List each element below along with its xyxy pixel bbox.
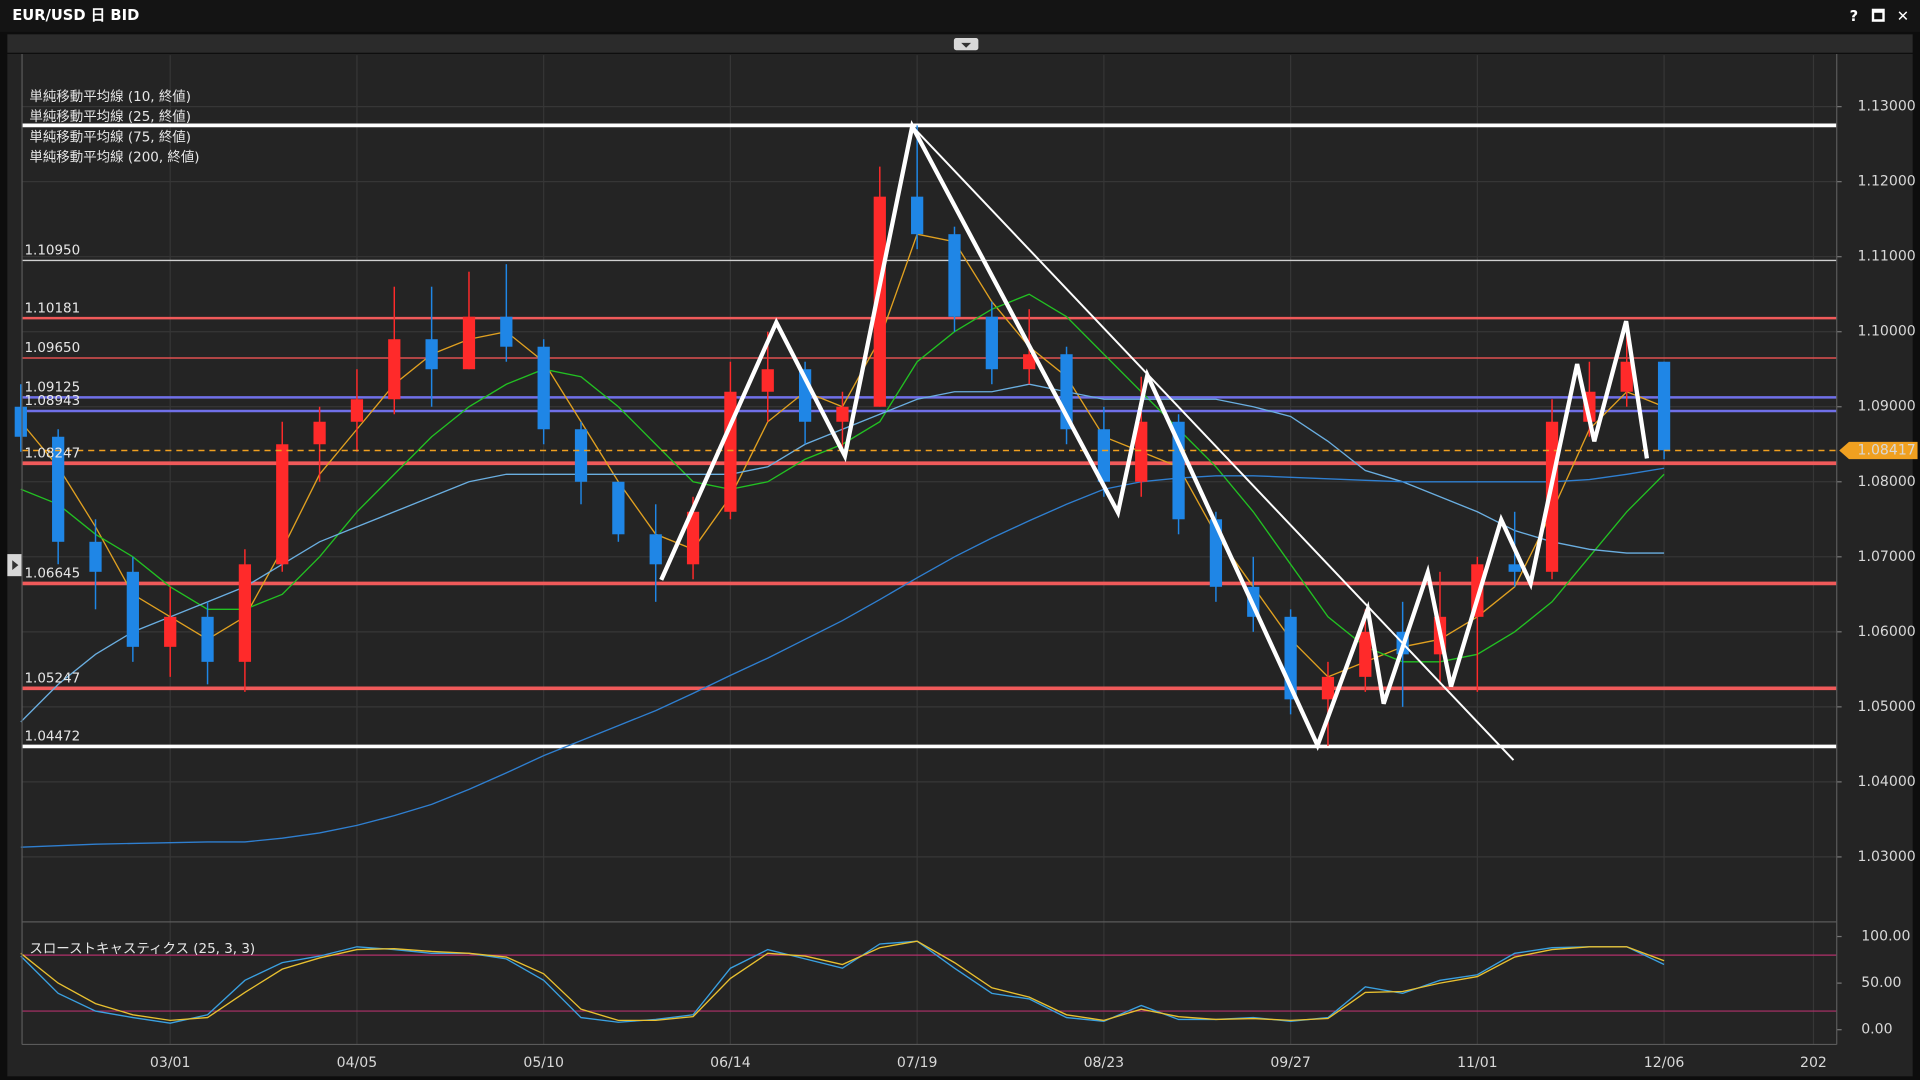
candle-body bbox=[1359, 631, 1372, 677]
legend-entry: 単純移動平均線 (200, 終値) bbox=[29, 150, 199, 166]
candle-body bbox=[238, 564, 252, 662]
side-tab-icon bbox=[12, 560, 19, 571]
indicator-line bbox=[20, 467, 1665, 848]
candle-body bbox=[164, 616, 177, 647]
candle-body bbox=[724, 391, 737, 512]
zigzag-line bbox=[659, 120, 1650, 751]
candle-body bbox=[126, 571, 139, 647]
x-tick-label: 12/06 bbox=[1644, 1055, 1685, 1071]
y-tick-label: 1.07000 bbox=[1858, 549, 1916, 565]
y-tick-label: 1.05000 bbox=[1858, 699, 1916, 715]
last-price-label: 1.08417 bbox=[1858, 442, 1916, 458]
candle-body bbox=[948, 234, 961, 317]
candle-body bbox=[388, 339, 401, 400]
candle-body bbox=[574, 429, 588, 482]
level-label: 1.08247 bbox=[24, 445, 80, 461]
candle-body bbox=[1023, 354, 1036, 370]
candle-body bbox=[313, 421, 326, 445]
level-label: 1.10950 bbox=[24, 243, 80, 259]
y-tick-label: 100.00 bbox=[1861, 929, 1910, 945]
y-tick-label: 0.00 bbox=[1861, 1022, 1892, 1038]
trend-line bbox=[911, 125, 1515, 761]
candle-body bbox=[89, 541, 102, 572]
level-label: 1.09125 bbox=[24, 380, 80, 396]
level-label: 1.08943 bbox=[24, 393, 80, 409]
candle-body bbox=[1321, 676, 1335, 700]
candle-body bbox=[911, 196, 924, 235]
level-label: 1.05247 bbox=[24, 671, 80, 687]
help-button[interactable]: ? bbox=[1850, 8, 1859, 25]
x-tick-label: 06/14 bbox=[710, 1055, 751, 1071]
maximize-button[interactable]: 🗖 bbox=[1871, 8, 1885, 25]
panel-title: スローストキャスティクス (25, 3, 3) bbox=[29, 941, 255, 957]
candle-body bbox=[1620, 361, 1633, 392]
x-tick-label: 04/05 bbox=[337, 1055, 378, 1071]
y-tick-label: 1.11000 bbox=[1858, 249, 1916, 265]
y-tick-label: 1.12000 bbox=[1858, 174, 1916, 190]
indicator-line bbox=[20, 940, 1665, 1022]
candle-body bbox=[836, 406, 849, 422]
x-tick-label: 11/01 bbox=[1457, 1055, 1498, 1071]
x-tick-label: 05/10 bbox=[523, 1055, 564, 1071]
candle-body bbox=[276, 444, 289, 565]
candle-body bbox=[350, 399, 364, 422]
candle-body bbox=[649, 534, 662, 565]
legend-entry: 単純移動平均線 (10, 終値) bbox=[29, 89, 191, 105]
y-tick-label: 1.04000 bbox=[1858, 774, 1916, 790]
candle-body bbox=[1135, 421, 1148, 482]
level-label: 1.06645 bbox=[24, 566, 80, 582]
candle-body bbox=[537, 346, 550, 430]
x-tick-label: 09/27 bbox=[1270, 1055, 1311, 1071]
y-tick-label: 1.13000 bbox=[1858, 99, 1916, 115]
legend-entry: 単純移動平均線 (75, 終値) bbox=[29, 129, 191, 145]
legend-entry: 単純移動平均線 (25, 終値) bbox=[29, 109, 191, 125]
candle-body bbox=[462, 316, 476, 370]
collapse-icon bbox=[961, 42, 972, 48]
candle-body bbox=[52, 436, 65, 542]
y-tick-label: 1.08000 bbox=[1858, 474, 1916, 490]
y-tick-label: 50.00 bbox=[1861, 975, 1901, 991]
candle-body bbox=[1657, 361, 1671, 451]
y-tick-label: 1.03000 bbox=[1858, 849, 1916, 865]
window-title: EUR/USD 日 BID bbox=[12, 7, 139, 24]
candle-body bbox=[500, 316, 513, 347]
candle-body bbox=[1209, 519, 1223, 587]
y-tick-label: 1.10000 bbox=[1858, 324, 1916, 340]
candle-body bbox=[425, 339, 438, 370]
x-tick-label: 08/23 bbox=[1084, 1055, 1125, 1071]
x-tick-label: 202 bbox=[1800, 1055, 1827, 1071]
candle-body bbox=[873, 196, 886, 407]
candle-body bbox=[761, 369, 774, 392]
candle-body bbox=[612, 481, 625, 535]
level-label: 1.09650 bbox=[24, 340, 80, 356]
drawings bbox=[659, 120, 1650, 761]
title-bar bbox=[0, 0, 1920, 32]
labels-layer: 03/01 04/05 05/10 06/14 07/19 08/23 09/27 11/01… bbox=[24, 89, 1918, 1071]
last-price-tag bbox=[1839, 441, 1918, 460]
y-tick-label: 1.06000 bbox=[1858, 624, 1916, 640]
candle-body bbox=[201, 616, 214, 662]
candle-body bbox=[686, 511, 700, 565]
x-tick-label: 03/01 bbox=[150, 1055, 191, 1071]
level-label: 1.04472 bbox=[24, 729, 80, 745]
candle-body bbox=[1097, 429, 1110, 482]
y-tick-label: 1.09000 bbox=[1858, 399, 1916, 415]
candle-body bbox=[985, 316, 998, 370]
candle-body bbox=[1508, 564, 1521, 572]
candle-body bbox=[14, 406, 27, 437]
chart-panel bbox=[7, 53, 1913, 1077]
x-tick-label: 07/19 bbox=[897, 1055, 938, 1071]
close-button[interactable]: ✕ bbox=[1897, 8, 1909, 25]
level-label: 1.10181 bbox=[24, 300, 80, 316]
